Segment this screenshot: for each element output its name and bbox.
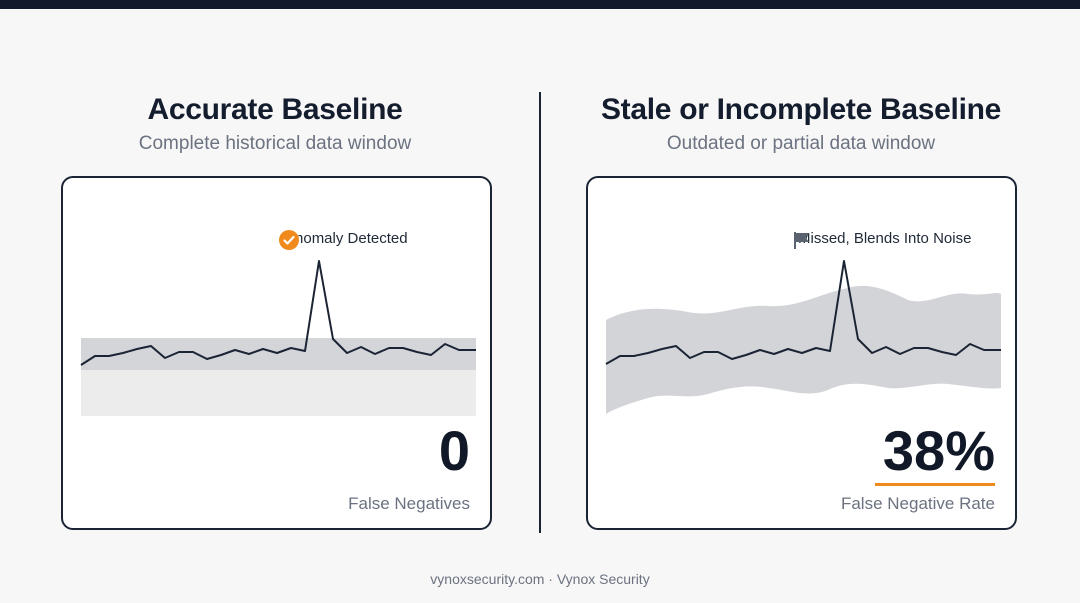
right-title: Stale or Incomplete Baseline <box>600 93 1002 126</box>
column-divider <box>539 92 541 533</box>
false-negative-rate-label: False Negative Rate <box>840 494 995 513</box>
missed-annotation: Missed, Blends Into Noise <box>792 230 972 249</box>
false-negative-rate-value: 38% <box>882 419 995 482</box>
baseline-band <box>81 338 476 370</box>
missed-annotation-label: Missed, Blends Into Noise <box>798 230 972 247</box>
signal-line <box>605 260 1001 365</box>
left-title: Accurate Baseline <box>147 93 403 126</box>
right-subtitle: Outdated or partial data window <box>666 133 936 154</box>
top-bar <box>0 0 1080 9</box>
footer-credit: vynoxsecurity.com · Vynox Security <box>430 571 650 587</box>
false-negatives-value: 0 <box>438 419 470 482</box>
accurate-baseline-card: Anomaly Detected 0 False Negatives <box>61 176 492 530</box>
left-subtitle: Complete historical data window <box>138 133 412 154</box>
anomaly-annotation-label: Anomaly Detected <box>285 230 408 247</box>
stale-baseline-graph <box>605 260 1001 414</box>
accurate-baseline-graph <box>80 260 476 416</box>
metric-underline <box>875 483 995 486</box>
noisy-baseline-band <box>606 285 1001 414</box>
anomaly-annotation: Anomaly Detected <box>279 230 408 250</box>
signal-line <box>80 260 476 366</box>
false-negatives-label: False Negatives <box>348 494 470 513</box>
stale-baseline-card: Missed, Blends Into Noise 38% False Nega… <box>586 176 1017 530</box>
